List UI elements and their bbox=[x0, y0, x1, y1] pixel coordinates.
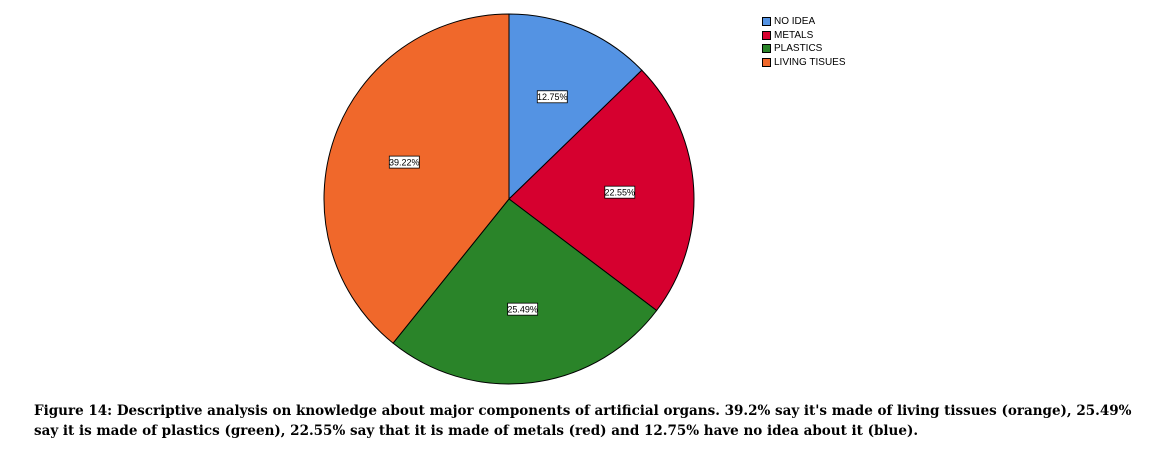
pie-slice-plastics bbox=[392, 198, 658, 385]
legend-item-living-tissues: LIVING TISUES bbox=[762, 56, 846, 70]
data-label-box bbox=[536, 90, 568, 104]
legend-label: PLASTICS bbox=[774, 43, 823, 54]
data-label-box bbox=[507, 302, 539, 316]
figure-caption: Figure 14: Descriptive analysis on knowl… bbox=[34, 403, 1132, 439]
data-label: 22.55% bbox=[604, 185, 636, 199]
data-label-text: 25.49% bbox=[507, 304, 538, 314]
chart-legend: NO IDEA METALS PLASTICS LIVING TISUES bbox=[762, 15, 846, 69]
pie-slice-metals bbox=[508, 69, 695, 312]
legend-label: METALS bbox=[774, 29, 814, 41]
data-label-text: 22.55% bbox=[605, 187, 636, 197]
legend-swatch bbox=[762, 57, 771, 67]
legend-item-plastics: PLASTICS bbox=[762, 42, 846, 56]
legend-swatch bbox=[762, 30, 771, 40]
pie-slice-living-tissues bbox=[323, 13, 510, 344]
data-label-text: 39.22% bbox=[389, 157, 420, 167]
legend-label: NO IDEA bbox=[774, 16, 816, 27]
pie-slice-no-idea bbox=[508, 13, 643, 201]
data-label-box bbox=[604, 185, 636, 199]
pie-chart: 12.75% 22.55% 25.49% 39.22% bbox=[323, 13, 695, 385]
legend-label: LIVING TISUES bbox=[774, 56, 846, 68]
data-label: 25.49% bbox=[507, 302, 539, 316]
legend-item-no-idea: NO IDEA bbox=[762, 15, 846, 29]
data-label-text: 12.75% bbox=[537, 92, 568, 102]
legend-item-metals: METALS bbox=[762, 29, 846, 43]
data-label: 12.75% bbox=[536, 90, 568, 104]
legend-swatch bbox=[762, 17, 771, 27]
legend-swatch bbox=[762, 44, 771, 54]
data-label: 39.22% bbox=[388, 155, 420, 169]
data-label-box bbox=[388, 155, 420, 169]
